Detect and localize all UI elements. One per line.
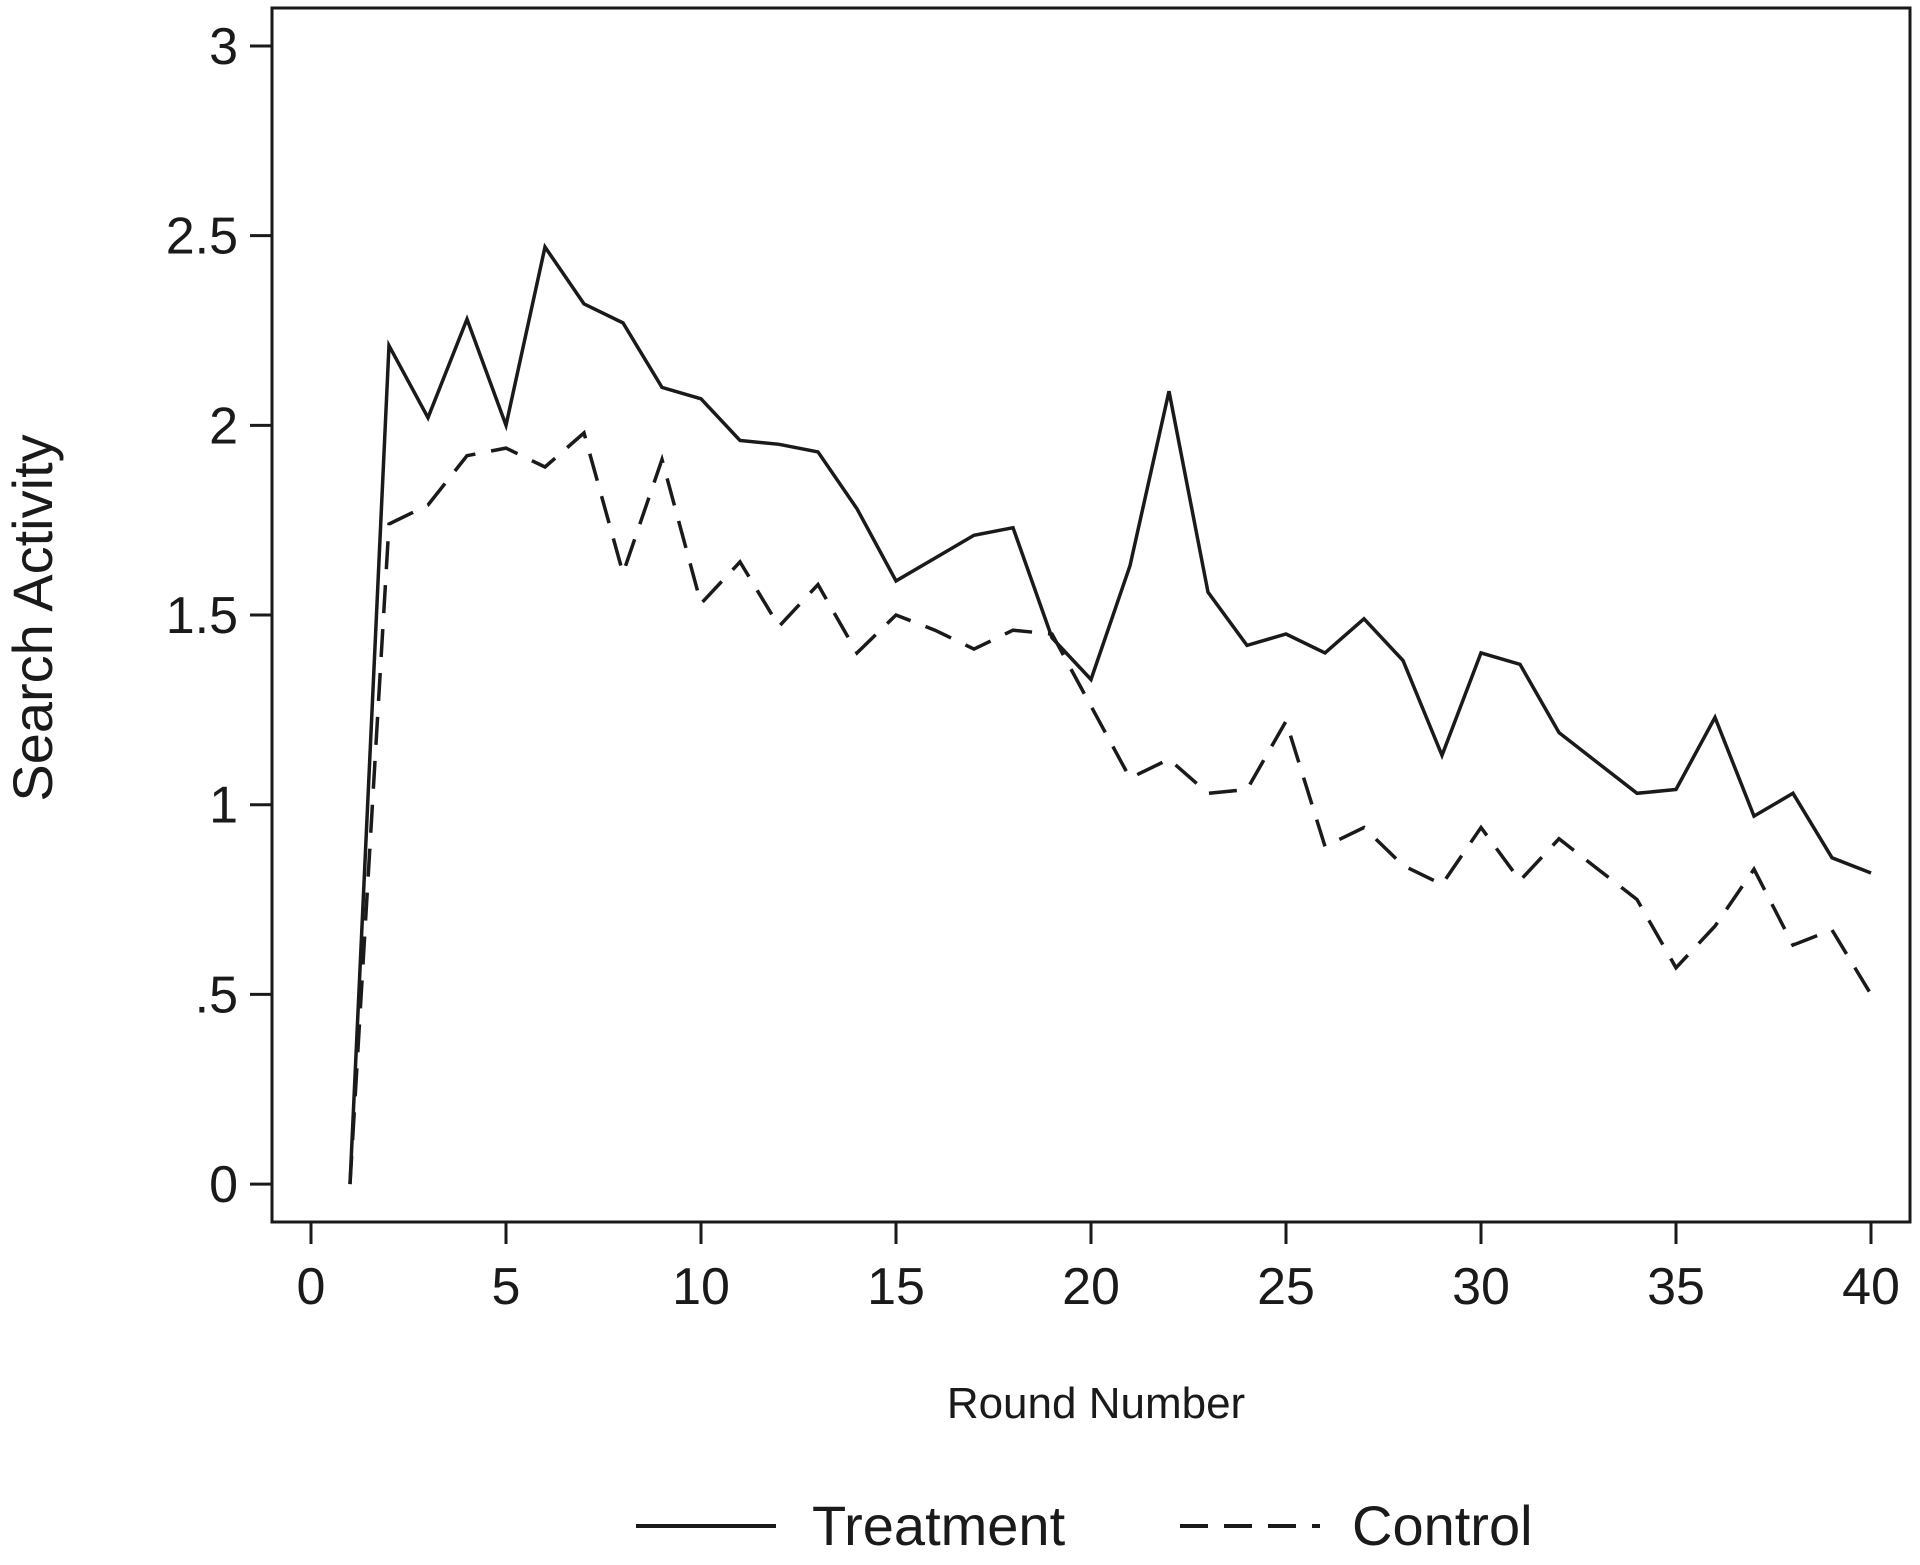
y-tick-label: .5	[195, 966, 238, 1024]
x-tick-label: 40	[1842, 1258, 1900, 1316]
y-tick-label: 1	[209, 777, 238, 835]
x-tick-label: 25	[1257, 1258, 1315, 1316]
legend-label-control: Control	[1352, 1494, 1533, 1557]
y-tick-label: 3	[209, 18, 238, 76]
y-tick-label: 2	[209, 397, 238, 455]
x-tick-label: 0	[297, 1258, 326, 1316]
x-tick-label: 15	[867, 1258, 925, 1316]
x-tick-label: 35	[1647, 1258, 1705, 1316]
plot-area-frame	[270, 6, 1912, 1224]
y-axis-title: Search Activity	[1, 434, 64, 801]
x-tick-label: 5	[492, 1258, 521, 1316]
legend-label-treatment: Treatment	[812, 1494, 1066, 1557]
series-line-control	[348, 429, 1873, 1185]
x-tick-label: 20	[1062, 1258, 1120, 1316]
y-tick-label: 0	[209, 1156, 238, 1214]
legend: Treatment Control	[636, 1494, 1533, 1557]
x-tick-label: 10	[672, 1258, 730, 1316]
y-tick-label: 1.5	[166, 587, 238, 645]
x-tick-label: 30	[1452, 1258, 1510, 1316]
x-axis-title: Round Number	[947, 1379, 1245, 1428]
series-line-treatment	[348, 242, 1872, 1185]
y-tick-label: 2.5	[166, 208, 238, 266]
